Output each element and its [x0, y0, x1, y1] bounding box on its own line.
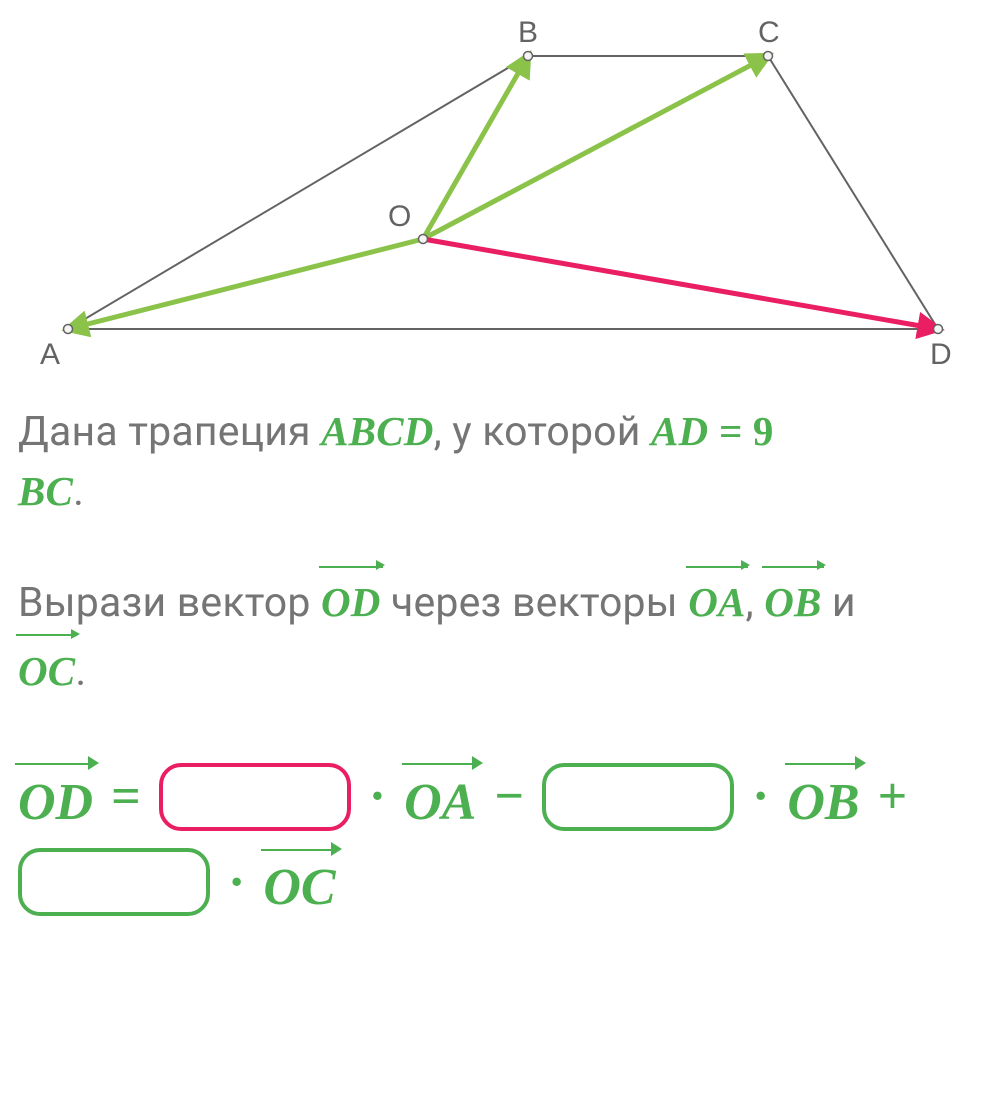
vec-OB-1: OB: [764, 565, 821, 633]
num-9: 9: [753, 408, 774, 454]
vec-OA-ans: OA: [404, 762, 476, 831]
text-given-prefix: Дана трапеция: [18, 408, 321, 456]
text-period-1: .: [73, 468, 84, 516]
given-paragraph: Дана трапеция ABCD, у которой AD = 9 BC.: [18, 402, 973, 523]
text-and: и: [832, 579, 856, 627]
diagram-svg: A B C D O: [18, 14, 973, 374]
text-comma-1: ,: [746, 579, 765, 627]
var-ABCD: ABCD: [321, 408, 433, 454]
express-paragraph: Вырази вектор OD через векторы OA, OB и …: [18, 565, 973, 702]
answer-expression: OD = · OA − · OB + · OC: [18, 762, 973, 917]
text-given-mid: , у которой: [434, 408, 651, 456]
var-AD-eq: AD =: [651, 408, 753, 454]
vec-OB-ans: OB: [787, 762, 859, 831]
var-BC: BC: [18, 468, 73, 514]
trapezoid-diagram: A B C D O: [18, 14, 973, 374]
svg-text:O: O: [388, 200, 411, 233]
op-dot-2: ·: [752, 767, 769, 826]
text-through: через векторы: [391, 579, 688, 627]
svg-text:A: A: [40, 338, 60, 371]
answer-blank-3[interactable]: [18, 848, 210, 916]
op-plus: +: [878, 767, 908, 826]
vec-OD-1: OD: [321, 565, 381, 633]
vec-OD-ans: OD: [18, 762, 93, 831]
answer-blank-1[interactable]: [159, 763, 351, 831]
vec-OA-1: OA: [688, 565, 745, 633]
op-dot-1: ·: [369, 767, 386, 826]
text-express-prefix: Вырази вектор: [18, 579, 321, 627]
vec-OC-1: OC: [18, 634, 75, 702]
answer-blank-2[interactable]: [542, 763, 734, 831]
svg-text:C: C: [758, 16, 780, 49]
svg-text:D: D: [930, 338, 952, 371]
svg-text:B: B: [518, 16, 538, 49]
op-dot-3: ·: [228, 853, 245, 912]
op-eq: =: [111, 767, 141, 826]
op-minus: −: [494, 767, 524, 826]
text-period-2: .: [75, 648, 86, 696]
vec-OC-ans: OC: [263, 848, 335, 917]
